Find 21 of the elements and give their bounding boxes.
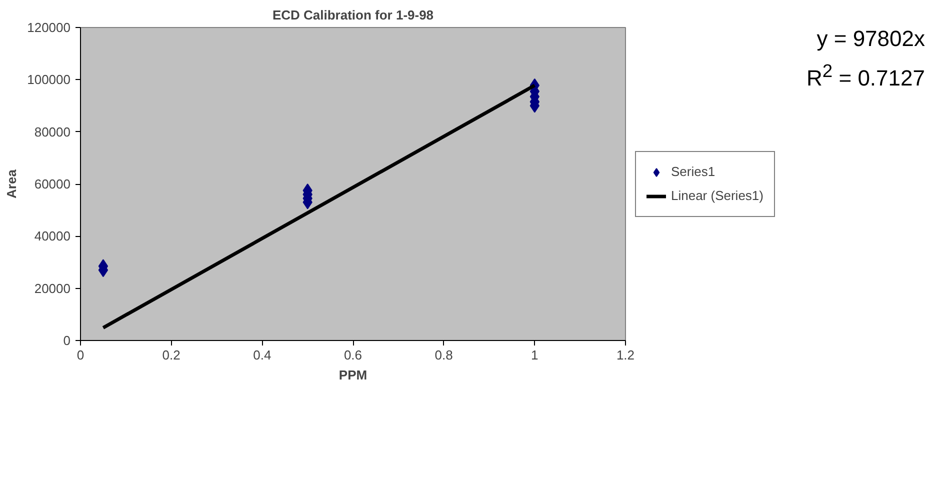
y-tick-label: 120000 bbox=[27, 20, 71, 35]
text: R$^{2}$ = 0.7127 bbox=[806, 59, 925, 92]
chart-title: ECD Calibration for 1-9-98 bbox=[272, 8, 434, 22]
x-tick-label: 0 bbox=[76, 348, 84, 362]
y-tick-label: 100000 bbox=[27, 72, 71, 88]
x-tick-label: 0.2 bbox=[162, 348, 180, 362]
x-tick-label: 0.4 bbox=[253, 348, 272, 362]
legend-label: Linear (Series1) bbox=[671, 188, 764, 203]
y-tick-label: 60000 bbox=[34, 176, 71, 192]
y-tick-label: 0 bbox=[63, 333, 71, 348]
text: y = 97802x bbox=[816, 25, 925, 53]
y-axis-title: Area bbox=[4, 168, 20, 198]
y-tick-label: 20000 bbox=[34, 280, 71, 296]
x-tick-label: 0.6 bbox=[344, 348, 362, 362]
x-axis-title: PPM bbox=[338, 368, 368, 382]
x-tick-label: 0.8 bbox=[434, 348, 453, 362]
x-tick-label: 1 bbox=[531, 348, 538, 362]
x-tick-label: 1.2 bbox=[616, 348, 635, 362]
legend-label: Series1 bbox=[671, 164, 716, 179]
y-tick-label: 40000 bbox=[34, 228, 71, 244]
y-tick-label: 80000 bbox=[34, 124, 71, 140]
